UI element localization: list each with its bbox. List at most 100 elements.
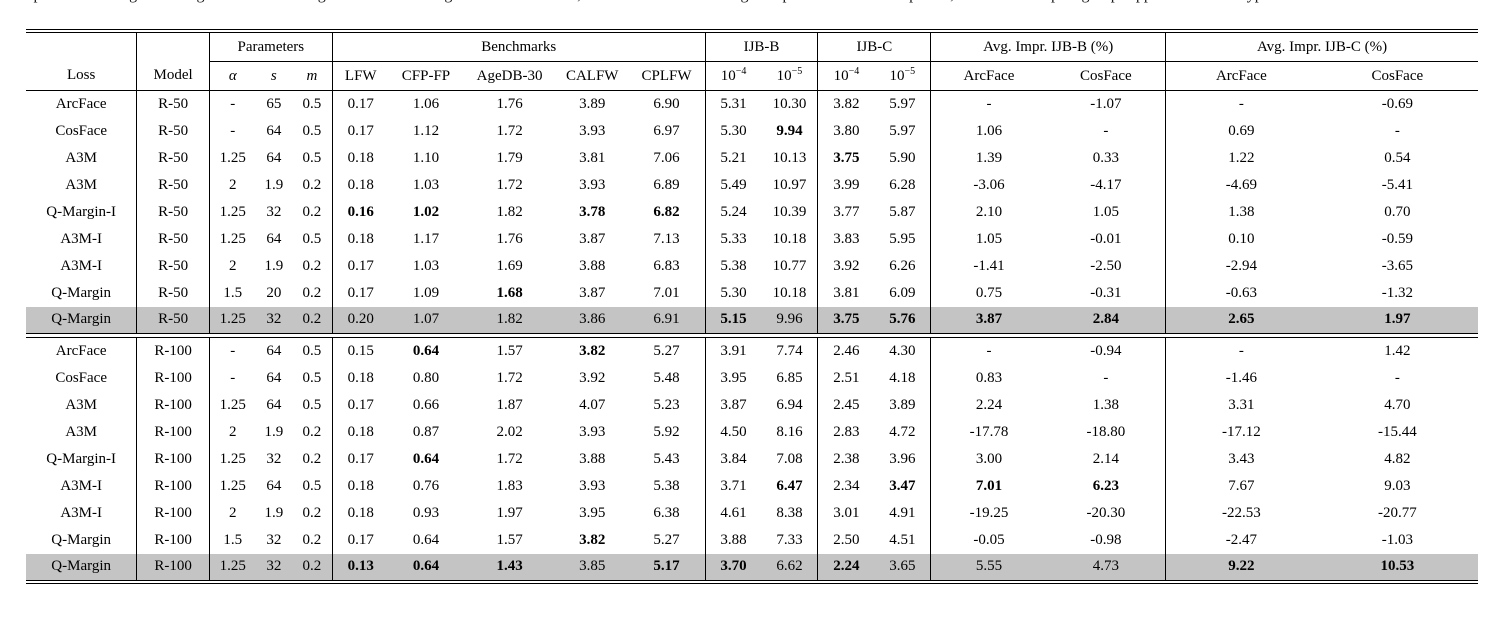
table-cell: 10.30 xyxy=(761,90,819,118)
table-cell: 1.42 xyxy=(1384,342,1411,359)
table-cell: 1.9 xyxy=(264,176,284,193)
table-cell: 1.82 xyxy=(463,306,556,334)
table-cell: -3.06 xyxy=(973,176,1005,193)
table-cell: 0.2 xyxy=(291,279,333,307)
table-row: Q-Margin R-50 1.25 32 0.2 0.20 1.07 1.82 3.86 6.9… xyxy=(26,306,1478,334)
table-cell: 0.93 xyxy=(412,504,440,521)
table-cell: 6.97 xyxy=(628,117,706,145)
column-header: CosFace xyxy=(1316,61,1478,91)
table-cell: R-50 xyxy=(136,225,210,253)
table-cell: 1.72 xyxy=(496,369,523,386)
table-cell: 0.2 xyxy=(291,198,333,226)
table-cell: - xyxy=(1394,369,1400,386)
table-cell: 3.87 xyxy=(579,284,606,301)
table-cell: 5.55 xyxy=(930,553,1047,581)
table-cell: 3.31 xyxy=(1228,396,1255,413)
table-cell: 6.85 xyxy=(761,364,819,392)
table-cell: - xyxy=(230,342,236,359)
table-cell: 4.82 xyxy=(1384,450,1411,467)
table-cell: 0.33 xyxy=(1046,144,1167,172)
table-cell: 0.5 xyxy=(291,90,333,118)
table-cell: R-100 xyxy=(136,337,210,365)
table-cell: 3.91 xyxy=(720,342,747,359)
table-cell: -18.80 xyxy=(1046,418,1167,446)
table-cell: 0.64 xyxy=(412,450,440,467)
table-cell: 1.03 xyxy=(412,257,440,274)
table-cell: 0.2 xyxy=(291,306,333,334)
table-cell: 9.94 xyxy=(761,117,819,145)
table-cell: Q-Margin-I xyxy=(26,198,138,226)
table-cell: 6.82 xyxy=(628,198,706,226)
table-cell: 0.17 xyxy=(347,122,374,139)
table-cell: 2 xyxy=(229,176,237,193)
table-cell: 1.9 xyxy=(264,423,284,440)
table-cell: 0.18 xyxy=(347,176,374,193)
table-cell: A3M xyxy=(26,171,138,199)
table-cell: 1.25 xyxy=(219,477,246,494)
table-cell: 1.25 xyxy=(219,450,246,467)
table-cell: 3.75 xyxy=(833,149,860,166)
table-cell: 5.21 xyxy=(720,149,747,166)
column-header: 10−4 xyxy=(817,61,875,91)
table-cell: 3.75 xyxy=(817,306,875,334)
table-cell: 4.72 xyxy=(874,418,932,446)
block-separator-row xyxy=(26,333,1478,338)
table-cell: 1.05 xyxy=(1046,198,1167,226)
table-cell: 5.15 xyxy=(705,306,762,334)
table-cell: 0.75 xyxy=(975,284,1003,301)
table-row: A3M R-100 1.25 64 0.5 0.17 0.66 1.87 4.07 5.23 3.8… xyxy=(26,391,1478,419)
table-cell: 0.2 xyxy=(291,171,333,199)
table-row: Q-Margin-I R-100 1.25 32 0.2 0.17 0.64 1.72 3.88… xyxy=(26,445,1478,473)
table-cell: Q-Margin xyxy=(26,526,138,554)
table-cell: 1.76 xyxy=(496,230,523,247)
table-cell: 3.82 xyxy=(833,95,860,112)
table-cell: R-50 xyxy=(136,117,210,145)
table-cell: 5.30 xyxy=(720,284,747,301)
column-header: Model xyxy=(136,61,210,91)
table-cell: 1.69 xyxy=(496,257,523,274)
table-cell: 7.08 xyxy=(761,445,819,473)
table-cell: 4.50 xyxy=(720,423,747,440)
column-header: LFW xyxy=(332,61,389,91)
table-cell: 2.10 xyxy=(975,203,1003,220)
table-cell: 3.92 xyxy=(579,369,606,386)
table-cell: - xyxy=(986,95,992,112)
table-cell: -2.47 xyxy=(1225,531,1257,548)
table-cell: 0.18 xyxy=(347,477,374,494)
table-cell: 0.18 xyxy=(347,504,374,521)
table-cell: 1.25 xyxy=(219,230,246,247)
table-cell: 1.43 xyxy=(463,553,556,581)
table-cell: 3.71 xyxy=(720,477,747,494)
table-cell: A3M-I xyxy=(26,225,138,253)
table-cell: 5.27 xyxy=(628,337,706,365)
table-cell: -2.50 xyxy=(1046,252,1167,280)
table-cell: - xyxy=(1046,117,1167,145)
table-cell: 2 xyxy=(229,423,237,440)
table-cell: - xyxy=(1046,364,1167,392)
table-cell: - xyxy=(1238,342,1244,359)
table-cell: 7.01 xyxy=(975,477,1003,494)
table-cell: 1.12 xyxy=(412,122,440,139)
table-cell: 1.06 xyxy=(412,95,440,112)
table-cell: 3.43 xyxy=(1228,450,1255,467)
table-cell: 3.93 xyxy=(579,176,606,193)
table-cell: 5.95 xyxy=(874,225,932,253)
table-cell: 3.83 xyxy=(833,230,860,247)
table-cell: R-100 xyxy=(136,526,210,554)
table-cell: 3.89 xyxy=(874,391,932,419)
table-cell: 3.77 xyxy=(833,203,860,220)
table-cell: R-50 xyxy=(136,144,210,172)
table-cell: -1.32 xyxy=(1381,284,1413,301)
table-cell: 64 xyxy=(266,477,282,494)
table-cell: 3.93 xyxy=(579,122,606,139)
table-cell: 2.50 xyxy=(833,531,860,548)
table-cell: 0.5 xyxy=(291,225,333,253)
table-cell: 0.17 xyxy=(347,284,374,301)
table-cell: 1.68 xyxy=(496,284,523,301)
column-header: α xyxy=(209,61,256,91)
table-cell: -3.65 xyxy=(1381,257,1413,274)
table-cell: 10.77 xyxy=(761,252,819,280)
table-cell: 3.87 xyxy=(579,230,606,247)
table-cell: -19.25 xyxy=(969,504,1009,521)
table-cell: 1.5 xyxy=(223,284,243,301)
